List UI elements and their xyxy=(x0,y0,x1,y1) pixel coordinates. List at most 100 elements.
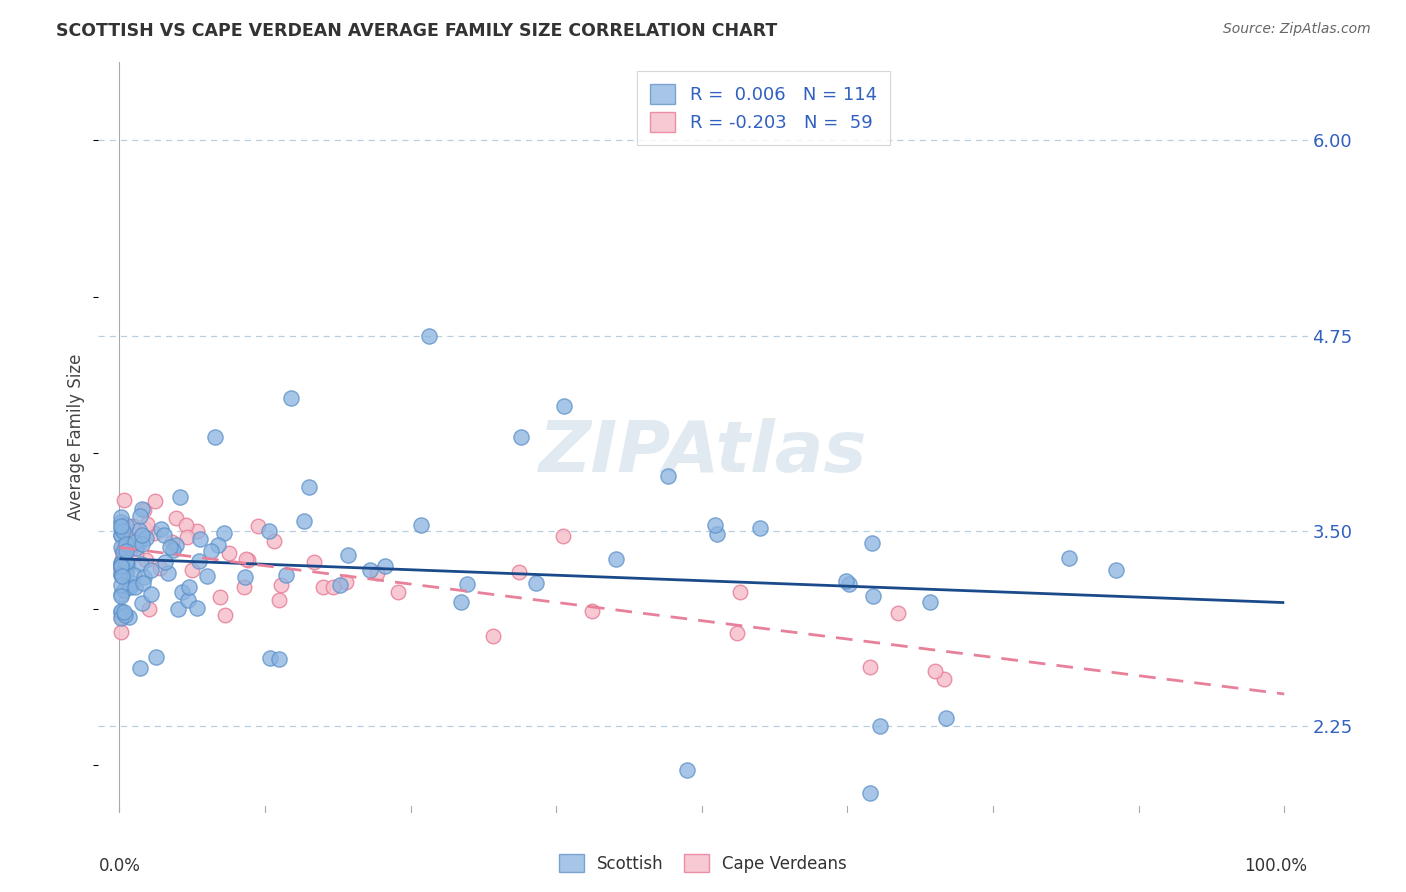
Point xyxy=(374,558,396,573)
Point xyxy=(118,538,141,552)
Point xyxy=(524,576,547,591)
Point xyxy=(110,567,132,582)
Point xyxy=(114,607,136,622)
Point xyxy=(322,580,344,594)
Text: Source: ZipAtlas.com: Source: ZipAtlas.com xyxy=(1223,22,1371,37)
Point xyxy=(115,517,138,532)
Point xyxy=(551,529,574,543)
Point xyxy=(510,430,533,444)
Point xyxy=(860,536,883,550)
Point xyxy=(186,601,208,615)
Point xyxy=(110,625,132,640)
Point xyxy=(859,660,882,674)
Point xyxy=(176,593,198,607)
Point xyxy=(110,561,132,575)
Point xyxy=(122,518,145,533)
Point xyxy=(115,544,138,558)
Point xyxy=(110,567,132,582)
Point xyxy=(129,557,152,571)
Point xyxy=(111,552,134,566)
Point xyxy=(605,551,627,566)
Point xyxy=(125,541,148,555)
Text: ZIPAtlas: ZIPAtlas xyxy=(538,417,868,486)
Point xyxy=(298,480,321,494)
Point xyxy=(181,563,204,577)
Point xyxy=(143,494,166,508)
Point xyxy=(159,540,181,554)
Point xyxy=(187,554,209,568)
Point xyxy=(657,469,679,483)
Point xyxy=(169,490,191,504)
Point xyxy=(204,430,226,444)
Point xyxy=(110,509,132,524)
Point xyxy=(725,625,748,640)
Point xyxy=(238,553,260,567)
Point xyxy=(121,576,143,591)
Point xyxy=(170,585,193,599)
Point xyxy=(160,535,183,549)
Point xyxy=(179,580,201,594)
Point xyxy=(131,502,153,516)
Point xyxy=(110,605,132,619)
Point xyxy=(176,530,198,544)
Point xyxy=(174,517,197,532)
Point xyxy=(112,583,135,598)
Point xyxy=(121,538,143,552)
Point xyxy=(329,578,352,592)
Point xyxy=(135,532,157,546)
Point xyxy=(110,604,132,618)
Point xyxy=(274,567,297,582)
Point xyxy=(270,578,292,592)
Point xyxy=(112,538,135,552)
Point xyxy=(125,547,148,561)
Point xyxy=(706,526,728,541)
Point xyxy=(359,563,381,577)
Legend: Scottish, Cape Verdeans: Scottish, Cape Verdeans xyxy=(553,847,853,880)
Point xyxy=(156,566,179,580)
Point xyxy=(124,580,146,594)
Point xyxy=(131,536,153,550)
Point xyxy=(135,553,157,567)
Point xyxy=(128,509,150,524)
Point xyxy=(218,546,240,560)
Point xyxy=(128,523,150,537)
Point xyxy=(115,556,138,570)
Point xyxy=(110,559,132,574)
Point xyxy=(129,661,152,675)
Point xyxy=(112,606,135,620)
Point xyxy=(117,522,139,536)
Point xyxy=(232,581,254,595)
Text: 100.0%: 100.0% xyxy=(1244,856,1308,875)
Point xyxy=(214,608,236,623)
Point xyxy=(335,575,357,590)
Point xyxy=(859,786,882,800)
Point xyxy=(918,595,941,609)
Point xyxy=(112,519,135,533)
Point xyxy=(131,596,153,610)
Point xyxy=(124,568,146,582)
Point xyxy=(111,560,134,574)
Point xyxy=(132,503,155,517)
Point xyxy=(110,564,132,578)
Point xyxy=(269,592,291,607)
Point xyxy=(114,537,136,551)
Point xyxy=(115,566,138,580)
Point xyxy=(139,563,162,577)
Point xyxy=(120,580,142,594)
Text: 0.0%: 0.0% xyxy=(98,856,141,875)
Point xyxy=(186,524,208,538)
Point xyxy=(139,587,162,601)
Point xyxy=(259,651,281,665)
Point xyxy=(128,536,150,550)
Point xyxy=(165,511,187,525)
Point xyxy=(235,552,257,566)
Point xyxy=(110,516,132,530)
Point xyxy=(110,610,132,624)
Point xyxy=(110,559,132,574)
Point xyxy=(311,580,333,594)
Point xyxy=(862,589,884,603)
Point xyxy=(267,652,290,666)
Point xyxy=(118,610,141,624)
Point xyxy=(932,672,955,686)
Point xyxy=(481,629,503,643)
